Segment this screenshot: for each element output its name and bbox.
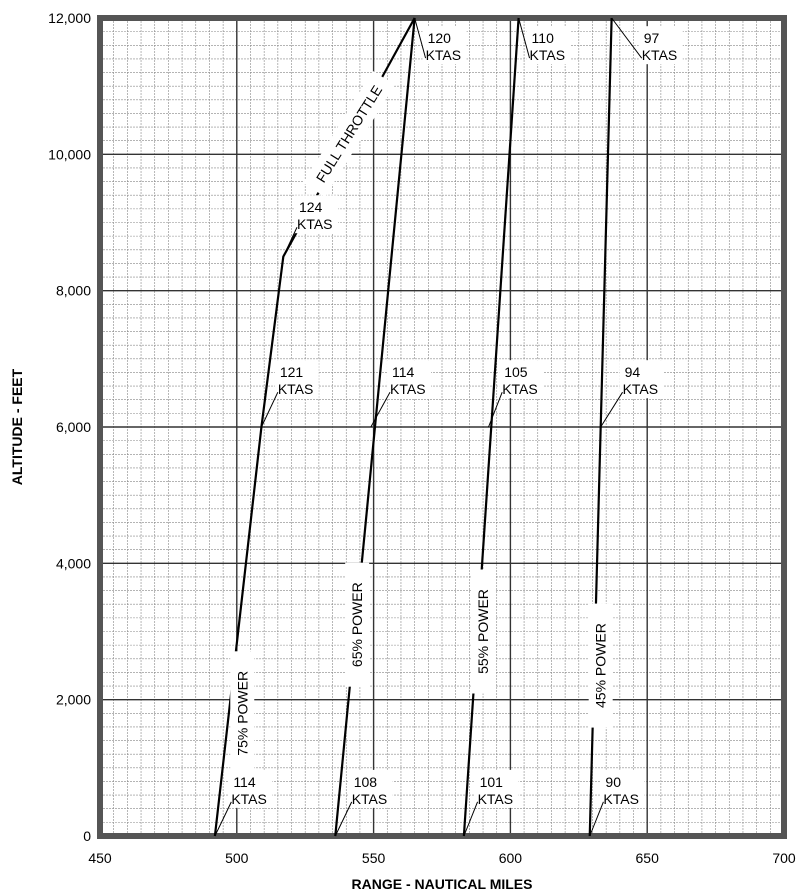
- x-tick-label: 700: [772, 850, 796, 866]
- y-tick-label: 4,000: [56, 555, 91, 571]
- series-label-backing: [588, 603, 613, 728]
- annotation-backing: [638, 26, 683, 65]
- annotation-value: 94: [625, 364, 641, 380]
- y-tick-labels: 0 2,000 4,000 6,000 8,000 10,000 12,000: [48, 10, 91, 844]
- annotation-unit: KTAS: [642, 47, 678, 63]
- annotation-value: 114: [392, 364, 415, 380]
- annotation-value: 121: [280, 364, 304, 380]
- annotation-backing: [387, 360, 432, 399]
- full-throttle-backing: [302, 71, 395, 197]
- series-label: 65% POWER: [349, 582, 365, 667]
- annotation-backing: [499, 360, 544, 399]
- annotation-unit: KTAS: [352, 791, 388, 807]
- annotation-leader: [214, 801, 232, 837]
- y-axis-title: ALTITUDE - FEET: [9, 368, 25, 485]
- annotation-leader: [589, 801, 604, 837]
- annotation-value: 101: [480, 774, 504, 790]
- series-label-group: 55% POWER: [471, 569, 496, 694]
- annotation-value: 90: [605, 774, 621, 790]
- annotation-backing: [348, 769, 393, 808]
- annotation-value: 124: [299, 199, 323, 215]
- x-tick-label: 450: [88, 850, 112, 866]
- annotation-unit: KTAS: [231, 791, 267, 807]
- annotation-leader: [600, 391, 623, 428]
- annotation-value: 97: [644, 30, 660, 46]
- y-tick-label: 8,000: [56, 283, 91, 299]
- series-label-group: 45% POWER: [588, 603, 613, 728]
- annotation-backing: [422, 26, 467, 65]
- annotation-backing: [274, 360, 319, 399]
- annotation-backing: [600, 769, 645, 808]
- annotation-leader: [334, 801, 353, 837]
- series-label: 55% POWER: [475, 589, 491, 674]
- annotation-value: 114: [233, 774, 256, 790]
- plot-frame: [97, 15, 787, 839]
- x-tick-label: 550: [362, 850, 386, 866]
- annotation-backing: [293, 195, 338, 234]
- annotation-leader: [518, 17, 531, 59]
- x-tick-label: 500: [225, 850, 249, 866]
- annotation-value: 110: [532, 30, 555, 46]
- annotation-unit: KTAS: [390, 381, 426, 397]
- annotation-leader: [463, 801, 479, 837]
- annotation-leader: [611, 17, 643, 59]
- annotation-unit: KTAS: [426, 47, 462, 63]
- series-label-backing: [471, 569, 496, 694]
- x-tick-label: 650: [636, 850, 660, 866]
- annotation-unit: KTAS: [502, 381, 538, 397]
- annotation-value: 105: [504, 364, 528, 380]
- annotation-backing: [228, 769, 273, 808]
- power-curve-2: [334, 17, 416, 837]
- y-tick-label: 12,000: [48, 10, 91, 26]
- series-label-group: 65% POWER: [345, 562, 370, 687]
- x-tick-labels: 450 500 550 600 650 700: [88, 850, 796, 866]
- series-label-group: 75% POWER: [230, 651, 255, 776]
- annotation-unit: KTAS: [603, 791, 639, 807]
- series-label-backing: [345, 562, 370, 687]
- x-tick-label: 600: [499, 850, 523, 866]
- annotation-leader: [488, 392, 503, 428]
- annotation-leader: [370, 391, 391, 428]
- annotation-unit: KTAS: [297, 216, 333, 232]
- annotation-unit: KTAS: [478, 791, 514, 807]
- series-label-backing: [230, 651, 255, 776]
- series-label: 45% POWER: [593, 623, 609, 708]
- y-tick-label: 10,000: [48, 146, 91, 162]
- series-label: 75% POWER: [234, 671, 250, 756]
- annotation-unit: KTAS: [530, 47, 566, 63]
- annotation-value: 120: [428, 30, 452, 46]
- power-curve-3: [462, 17, 520, 837]
- annotation-backing: [474, 769, 519, 808]
- annotation-leader: [260, 391, 279, 428]
- annotation-leader: [414, 17, 427, 59]
- annotation-value: 108: [354, 774, 378, 790]
- y-tick-label: 0: [83, 828, 91, 844]
- y-tick-label: 2,000: [56, 692, 91, 708]
- annotation-unit: KTAS: [278, 381, 314, 397]
- annotation-leader: [282, 227, 298, 257]
- x-axis-title: RANGE - NAUTICAL MILES: [352, 876, 533, 892]
- annotation-unit: KTAS: [623, 381, 659, 397]
- y-tick-label: 6,000: [56, 419, 91, 435]
- annotation-backing: [526, 26, 571, 65]
- annotation-backing: [619, 360, 664, 399]
